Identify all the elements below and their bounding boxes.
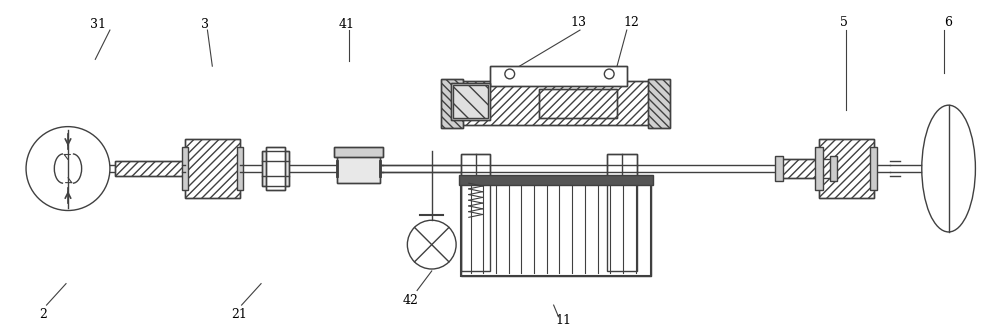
Bar <box>334 147 383 157</box>
Bar <box>648 79 670 128</box>
Text: 6: 6 <box>945 16 953 29</box>
Text: 21: 21 <box>231 308 247 321</box>
Bar <box>441 79 463 128</box>
Bar <box>607 154 637 271</box>
Bar <box>451 81 656 125</box>
Bar <box>830 156 837 181</box>
Bar <box>461 154 490 271</box>
Bar <box>870 147 877 190</box>
Bar <box>490 66 627 86</box>
Bar <box>648 79 670 128</box>
Bar <box>337 154 380 183</box>
Bar <box>459 175 653 185</box>
Bar <box>778 159 836 178</box>
Bar <box>266 147 285 190</box>
Text: 31: 31 <box>90 18 106 31</box>
Bar <box>451 83 490 120</box>
Bar <box>185 139 240 198</box>
Bar <box>539 89 617 118</box>
Bar <box>185 139 240 198</box>
Bar <box>461 183 651 276</box>
Bar <box>262 151 289 186</box>
Text: 13: 13 <box>570 16 586 29</box>
Circle shape <box>505 69 515 79</box>
Bar <box>262 151 289 186</box>
Bar <box>334 147 383 157</box>
Bar <box>490 66 627 86</box>
Circle shape <box>604 69 614 79</box>
Bar <box>461 154 490 271</box>
Bar <box>182 147 188 190</box>
Bar <box>461 183 651 276</box>
Bar <box>451 81 656 125</box>
Bar <box>266 147 285 190</box>
Circle shape <box>407 220 456 269</box>
Bar <box>775 156 783 181</box>
Bar <box>441 79 463 128</box>
Bar <box>237 147 243 190</box>
Text: 42: 42 <box>402 294 418 307</box>
Text: 5: 5 <box>840 16 848 29</box>
Text: 2: 2 <box>40 308 48 321</box>
Bar <box>819 139 874 198</box>
Bar <box>115 161 188 176</box>
Text: 11: 11 <box>555 314 571 327</box>
Text: 3: 3 <box>201 18 209 31</box>
Bar <box>539 89 617 118</box>
Bar <box>778 159 836 178</box>
Circle shape <box>26 127 110 211</box>
Bar <box>819 139 874 198</box>
Bar <box>337 154 380 183</box>
Ellipse shape <box>922 105 975 232</box>
Bar <box>451 83 490 120</box>
Text: 41: 41 <box>339 18 355 31</box>
Bar <box>453 85 488 118</box>
Bar <box>115 161 188 176</box>
Bar <box>607 154 637 271</box>
Text: 12: 12 <box>624 16 640 29</box>
Bar <box>815 147 823 190</box>
